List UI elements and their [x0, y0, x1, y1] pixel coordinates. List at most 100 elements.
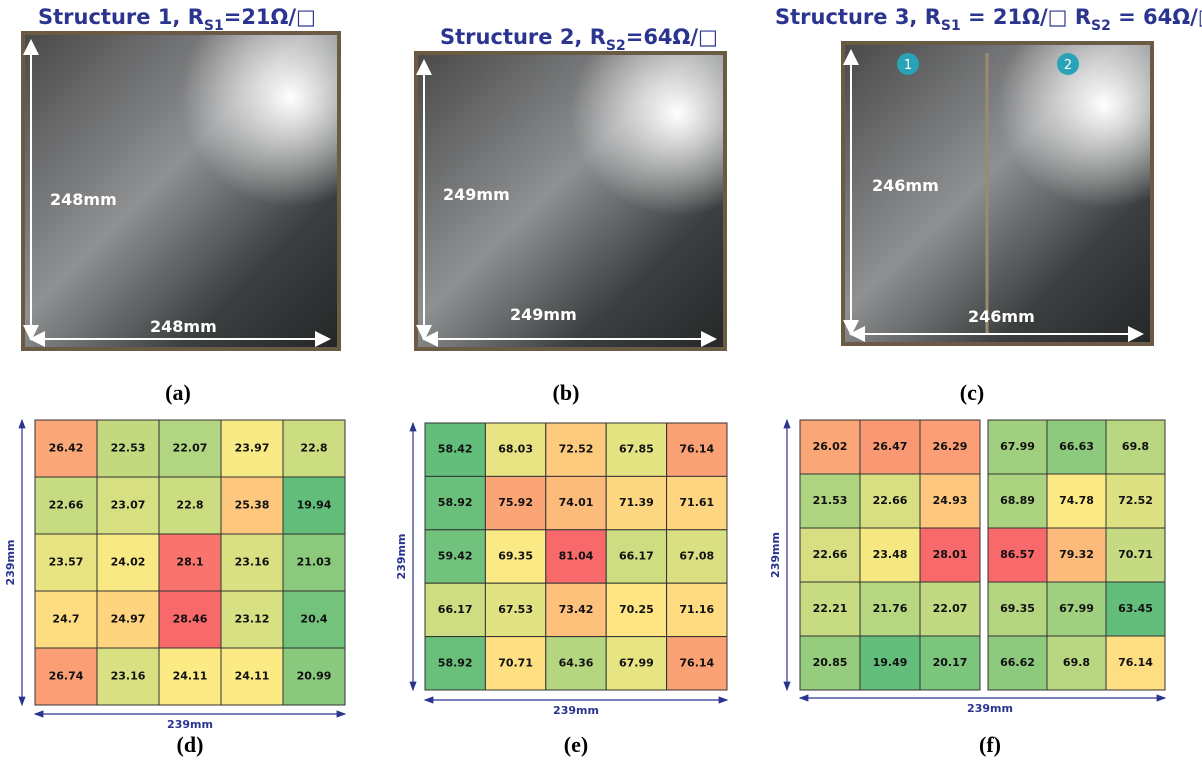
- cell-value: 66.63: [1059, 440, 1094, 453]
- heat-cell: [282, 647, 346, 706]
- cell-value: 74.01: [559, 496, 594, 509]
- heat-cell: [919, 527, 981, 583]
- heat-cell: [282, 476, 346, 535]
- heat-cell: [158, 476, 222, 535]
- photo-glare: [418, 55, 723, 347]
- cell-value: 22.21: [813, 602, 848, 615]
- cell-value: 28.46: [173, 613, 208, 626]
- title-text: Structure 3, R: [775, 5, 941, 29]
- heat-cell: [919, 635, 981, 691]
- cell-value: 22.07: [173, 442, 208, 455]
- heat-cell: [96, 476, 160, 535]
- cell-value: 24.97: [111, 613, 146, 626]
- cell-value: 71.61: [679, 496, 714, 509]
- cell-value: 76.14: [679, 443, 714, 456]
- panel-label: (a): [165, 380, 191, 405]
- title-text: = 64Ω/□: [1111, 5, 1202, 29]
- cell-value: 76.14: [1118, 656, 1153, 669]
- heat-cell: [605, 582, 668, 638]
- cell-value: 66.62: [1000, 656, 1035, 669]
- cell-value: 23.57: [49, 556, 84, 569]
- width-label: 248mm: [150, 317, 217, 336]
- cell-value: 25.38: [235, 499, 270, 512]
- cell-value: 66.17: [438, 603, 473, 616]
- heat-cell: [859, 473, 921, 529]
- cell-value: 22.53: [111, 442, 146, 455]
- heat-cell: [987, 635, 1048, 691]
- heat-cell: [1105, 419, 1166, 475]
- cell-value: 86.57: [1000, 548, 1035, 561]
- height-label: 239mm: [769, 532, 782, 578]
- cell-value: 67.99: [1000, 440, 1035, 453]
- heat-cell: [424, 475, 486, 531]
- panel-label: (d): [177, 732, 204, 757]
- heat-cell: [1105, 581, 1166, 637]
- heat-cell: [545, 636, 607, 691]
- cell-value: 19.49: [873, 656, 908, 669]
- region-marker: [897, 53, 919, 75]
- cell-value: 70.25: [619, 603, 654, 616]
- heat-cell: [96, 647, 160, 706]
- heat-cell: [605, 422, 668, 477]
- width-label: 246mm: [968, 307, 1035, 326]
- cell-value: 28.1: [176, 556, 203, 569]
- title-text: Structure 2, R: [440, 25, 606, 49]
- cell-value: 67.99: [619, 656, 654, 669]
- cell-value: 58.92: [438, 496, 473, 509]
- cell-value: 69.35: [498, 550, 533, 563]
- cell-value: 58.92: [438, 656, 473, 669]
- cell-value: 28.01: [933, 548, 968, 561]
- heat-cell: [1046, 473, 1107, 529]
- panel-label: (e): [564, 732, 588, 757]
- cell-value: 26.02: [813, 440, 848, 453]
- heat-cell: [220, 533, 284, 592]
- title-text: = 21Ω/□ R: [961, 5, 1091, 29]
- height-label: 239mm: [395, 534, 408, 580]
- heat-cell: [1046, 581, 1107, 637]
- title-subscript: S1: [941, 18, 961, 34]
- cell-value: 24.11: [173, 670, 208, 683]
- cell-value: 58.42: [438, 443, 473, 456]
- heat-cell: [919, 473, 981, 529]
- cell-value: 59.42: [438, 550, 473, 563]
- cell-value: 63.45: [1118, 602, 1153, 615]
- heat-cell: [424, 636, 486, 691]
- cell-value: 26.42: [49, 442, 84, 455]
- cell-value: 70.71: [498, 656, 533, 669]
- cell-value: 67.53: [498, 603, 533, 616]
- cell-value: 66.17: [619, 550, 654, 563]
- cell-value: 23.48: [873, 548, 908, 561]
- heat-cell: [96, 533, 160, 592]
- title-text: =64Ω/□: [626, 25, 718, 49]
- heat-cell: [282, 419, 346, 478]
- heat-cell: [987, 473, 1048, 529]
- cell-value: 24.7: [52, 613, 79, 626]
- heat-cell: [1046, 419, 1107, 475]
- cell-value: 19.94: [297, 499, 332, 512]
- cell-value: 67.99: [1059, 602, 1094, 615]
- cell-value: 69.35: [1000, 602, 1035, 615]
- cell-value: 74.78: [1059, 494, 1094, 507]
- heat-cell: [919, 581, 981, 637]
- heat-cell: [605, 636, 668, 691]
- title-subscript: S1: [204, 18, 224, 34]
- heat-cell: [484, 422, 547, 477]
- heat-cell: [799, 473, 861, 529]
- cell-value: 76.14: [679, 656, 714, 669]
- cell-value: 20.99: [297, 670, 332, 683]
- panel-label: (c): [960, 380, 984, 405]
- cell-value: 26.74: [49, 670, 84, 683]
- cell-value: 68.03: [498, 443, 533, 456]
- width-label: 239mm: [967, 702, 1013, 715]
- panel-title: Structure 2, RS2=64Ω/□: [440, 25, 718, 54]
- cell-value: 23.16: [111, 670, 146, 683]
- cell-value: 21.76: [873, 602, 908, 615]
- width-label: 239mm: [553, 704, 599, 717]
- cell-value: 20.17: [933, 656, 968, 669]
- heat-cell: [545, 582, 607, 638]
- panel-title: Structure 1, RS1=21Ω/□: [38, 5, 316, 34]
- heat-cell: [666, 529, 728, 584]
- heat-cell: [1105, 473, 1166, 529]
- title-text: Structure 1, R: [38, 5, 204, 29]
